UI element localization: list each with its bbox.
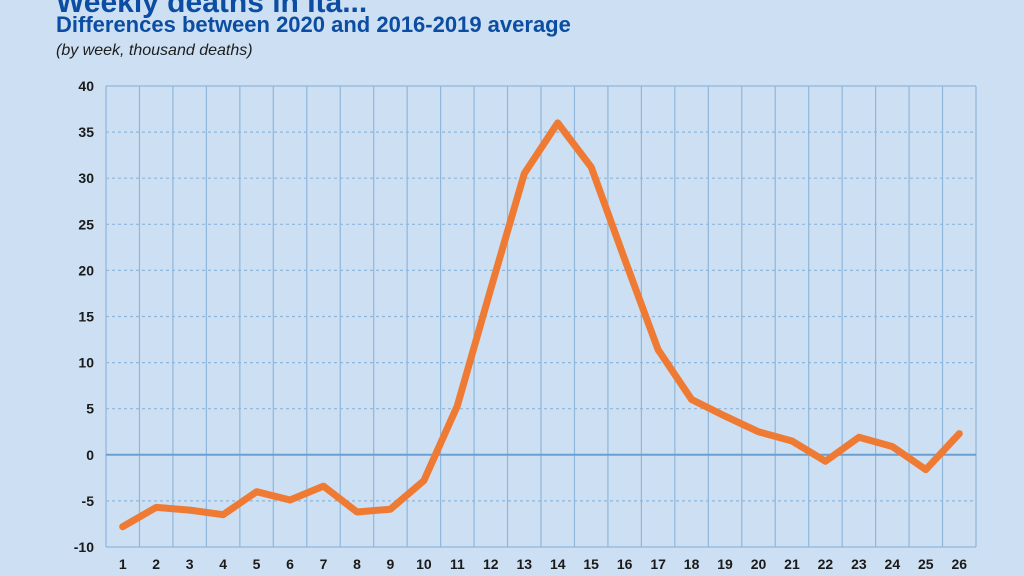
x-tick-label: 12 <box>483 556 499 572</box>
x-tick-label: 22 <box>818 556 834 572</box>
x-tick-label: 13 <box>516 556 532 572</box>
chart-title: Weekly deaths in Ita... <box>56 0 368 19</box>
x-tick-label: 1 <box>119 556 127 572</box>
x-tick-label: 6 <box>286 556 294 572</box>
y-tick-label: 25 <box>78 216 94 232</box>
x-tick-label: 11 <box>450 556 465 572</box>
y-axis-ticks: -10 -5 0 5 10 15 20 25 30 35 40 <box>74 78 94 555</box>
x-tick-label: 4 <box>219 556 227 572</box>
y-tick-label: -10 <box>74 539 94 555</box>
y-tick-label: 20 <box>78 262 94 278</box>
x-tick-label: 23 <box>851 556 867 572</box>
x-tick-label: 24 <box>885 556 901 572</box>
x-tick-label: 8 <box>353 556 361 572</box>
x-tick-label: 20 <box>751 556 767 572</box>
chart-subtitle: Differences between 2020 and 2016-2019 a… <box>56 12 571 37</box>
y-tick-label: 30 <box>78 170 94 186</box>
y-tick-label: 40 <box>78 78 94 94</box>
x-axis-ticks: 1 2 3 4 5 6 7 8 9 10 11 12 13 14 15 16 17 18 19 20 21 22 23 24 2… <box>119 556 967 572</box>
y-tick-label: 5 <box>86 401 94 417</box>
x-tick-label: 25 <box>918 556 934 572</box>
x-tick-label: 26 <box>951 556 967 572</box>
x-tick-label: 17 <box>650 556 666 572</box>
x-tick-label: 18 <box>684 556 700 572</box>
x-tick-label: 5 <box>253 556 261 572</box>
x-tick-label: 9 <box>387 556 395 572</box>
x-tick-label: 3 <box>186 556 194 572</box>
series-line <box>119 119 963 531</box>
x-tick-label: 10 <box>416 556 432 572</box>
x-tick-label: 19 <box>717 556 733 572</box>
grid <box>105 85 977 548</box>
x-tick-label: 7 <box>320 556 328 572</box>
y-tick-label: 15 <box>78 309 94 325</box>
y-tick-label: -5 <box>82 493 95 509</box>
x-tick-label: 16 <box>617 556 633 572</box>
y-tick-label: 10 <box>78 355 94 371</box>
y-tick-label: 35 <box>78 124 94 140</box>
x-tick-label: 2 <box>152 556 160 572</box>
series-layer <box>119 119 963 531</box>
chart-unit-note: (by week, thousand deaths) <box>56 42 253 59</box>
x-tick-label: 14 <box>550 556 566 572</box>
x-tick-label: 21 <box>784 556 800 572</box>
y-tick-label: 0 <box>86 447 94 463</box>
x-tick-label: 15 <box>583 556 599 572</box>
